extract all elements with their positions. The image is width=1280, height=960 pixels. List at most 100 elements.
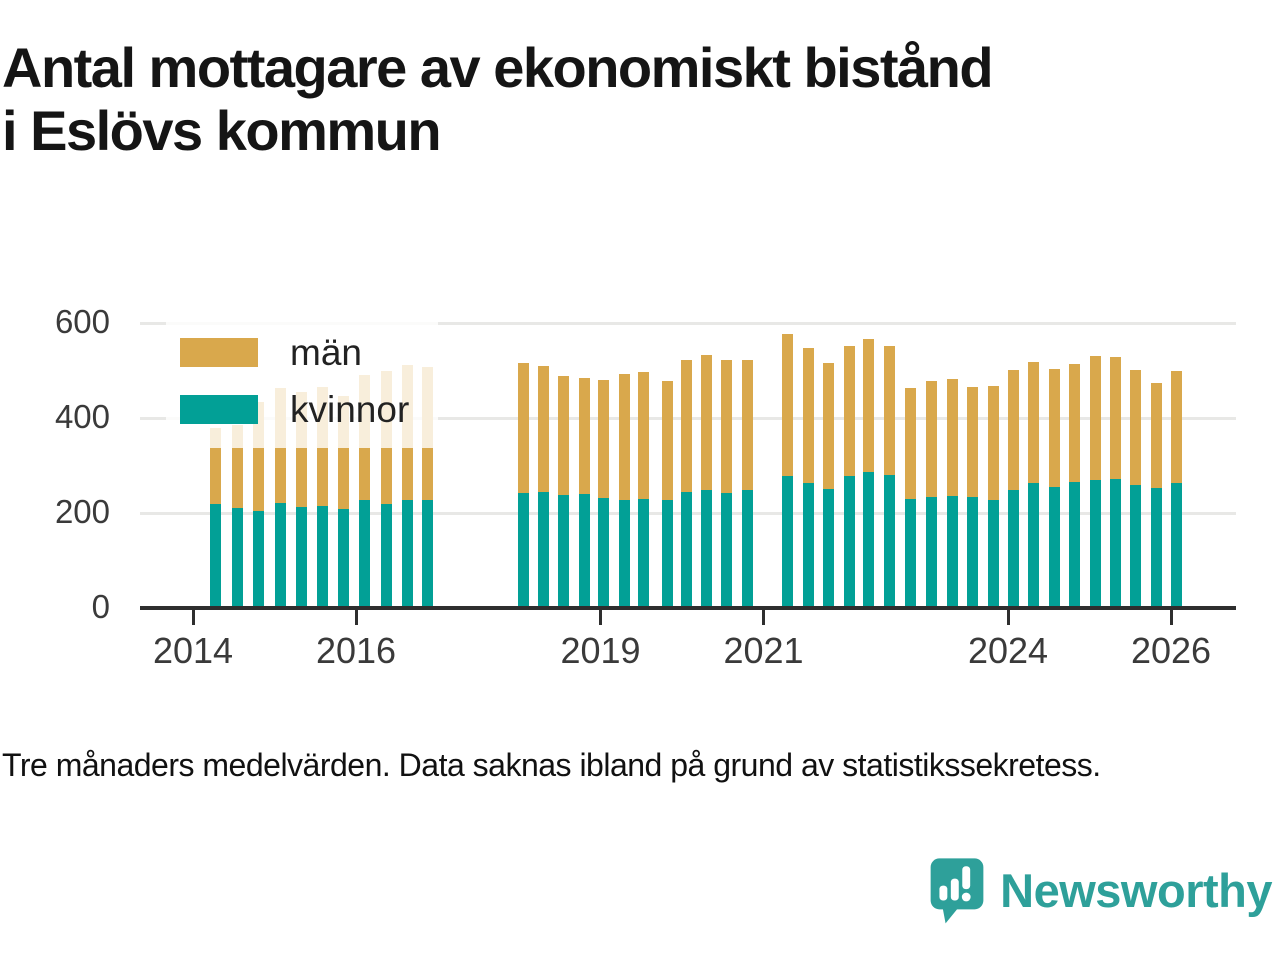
bar-segment-man: [681, 359, 693, 492]
gridline-y600: [140, 322, 1236, 325]
newsworthy-logo-icon: [930, 858, 984, 924]
bar-segment-kvinnor: [598, 497, 610, 608]
bar-segment-man: [741, 359, 753, 491]
bar-segment-kvinnor: [618, 500, 630, 608]
bar-segment-kvinnor: [537, 492, 549, 608]
bar-segment-kvinnor: [782, 476, 794, 608]
bar-segment-kvinnor: [1048, 486, 1060, 608]
bar-segment-kvinnor: [638, 498, 650, 608]
bar-segment-kvinnor: [274, 503, 286, 608]
bar-segment-man: [252, 402, 264, 512]
x-axis-line: [140, 606, 1236, 610]
xtick-label-2021: 2021: [723, 630, 804, 671]
ytick-label-600: 600: [54, 303, 110, 340]
newsworthy-branding: Newsworthy: [928, 855, 1272, 925]
bar-segment-man: [295, 391, 307, 508]
legend-label-man: män: [290, 332, 362, 373]
bar-segment-man: [802, 348, 814, 483]
ytick-label-0: 0: [91, 588, 110, 625]
bar-segment-kvinnor: [210, 503, 222, 608]
bar-segment-man: [210, 427, 222, 504]
bar-segment-man: [1089, 356, 1101, 481]
bar-segment-man: [925, 380, 937, 497]
bar-segment-kvinnor: [1130, 484, 1142, 608]
bar-segment-kvinnor: [802, 482, 814, 608]
bar-segment-kvinnor: [518, 492, 530, 608]
bar-segment-kvinnor: [884, 475, 896, 608]
xtick-label-2024: 2024: [967, 630, 1049, 671]
bar-segment-man: [987, 386, 999, 501]
bar-segment-man: [537, 365, 549, 493]
ytick-label-200: 200: [54, 493, 110, 530]
bar-segment-man: [884, 345, 896, 476]
bar-segment-man: [1171, 371, 1183, 483]
bar-segment-kvinnor: [661, 499, 673, 608]
bar-segment-man: [1150, 382, 1162, 488]
bar-segment-kvinnor: [967, 496, 979, 608]
bar-segment-kvinnor: [904, 499, 916, 608]
bar-segment-man: [1130, 370, 1142, 485]
xtick-2014: [191, 610, 195, 625]
bar-segment-kvinnor: [422, 500, 434, 608]
bar-segment-man: [721, 359, 733, 494]
bar-segment-man: [638, 372, 650, 499]
bar-segment-kvinnor: [401, 500, 413, 608]
bar-segment-man: [1048, 369, 1060, 487]
bar-segment-man: [823, 363, 835, 489]
legend: män kvinnor: [166, 317, 438, 448]
bar-segment-man: [231, 424, 243, 509]
bar-segment-man: [700, 354, 712, 491]
bar-segment-kvinnor: [1008, 490, 1020, 608]
bar-segment-kvinnor: [578, 494, 590, 608]
bar-segment-kvinnor: [823, 488, 835, 608]
bar-segment-kvinnor: [700, 490, 712, 608]
bar-segment-man: [1110, 357, 1122, 480]
bar-segment-kvinnor: [925, 496, 937, 608]
bar-segment-man: [863, 338, 875, 472]
bar-segment-kvinnor: [947, 495, 959, 608]
bar-segment-kvinnor: [558, 495, 570, 608]
bar-segment-kvinnor: [1110, 479, 1122, 608]
bar-segment-man: [967, 387, 979, 497]
bar-segment-man: [1008, 370, 1020, 491]
bar-segment-kvinnor: [721, 493, 733, 608]
bar-segment-man: [1027, 361, 1039, 484]
bar-segment-kvinnor: [1171, 482, 1183, 608]
bar-segment-man: [661, 381, 673, 500]
bar-segment-kvinnor: [987, 500, 999, 608]
xtick-2024: [1006, 610, 1010, 625]
bar-segment-man: [1069, 363, 1081, 483]
bar-segment-man: [518, 362, 530, 493]
xtick-2016: [354, 610, 358, 625]
chart-title-line-2: i Eslövs kommun: [2, 99, 442, 163]
legend-label-kvinnor: kvinnor: [290, 389, 410, 430]
bar-segment-kvinnor: [380, 503, 392, 608]
plot-area: 0 200 400 600 män kvinnor 2014 2016 2019 2021 2…: [54, 303, 1236, 671]
bar-segment-man: [782, 333, 794, 477]
bar-segment-man: [338, 396, 350, 510]
bar-segment-kvinnor: [1150, 487, 1162, 608]
bar-segment-kvinnor: [1089, 480, 1101, 608]
footnote: Tre månaders medelvärden. Data saknas ib…: [2, 747, 1101, 783]
xtick-2019: [599, 610, 602, 625]
legend-item-man: män: [180, 334, 362, 371]
bar-segment-kvinnor: [252, 511, 264, 608]
xtick-2021: [762, 610, 765, 625]
xtick-label-2014: 2014: [152, 630, 234, 671]
bar-segment-man: [598, 380, 610, 498]
ytick-label-400: 400: [54, 398, 110, 435]
bar-segment-kvinnor: [863, 471, 875, 608]
xtick-label-2019: 2019: [560, 630, 641, 671]
xtick-label-2016: 2016: [315, 630, 397, 671]
bar-segment-man: [558, 375, 570, 496]
legend-swatch-kvinnor: [180, 395, 258, 424]
bar-segment-man: [904, 388, 916, 500]
brand-name: Newsworthy: [1000, 863, 1272, 917]
bar-segment-kvinnor: [317, 506, 329, 608]
bar-segment-man: [843, 345, 855, 477]
bar-segment-man: [578, 377, 590, 495]
bar-segment-kvinnor: [1069, 482, 1081, 608]
chart-title-line-1: Antal mottagare av ekonomiskt bistånd: [2, 36, 994, 99]
bar-segment-kvinnor: [359, 499, 371, 608]
bar-segment-kvinnor: [741, 490, 753, 608]
